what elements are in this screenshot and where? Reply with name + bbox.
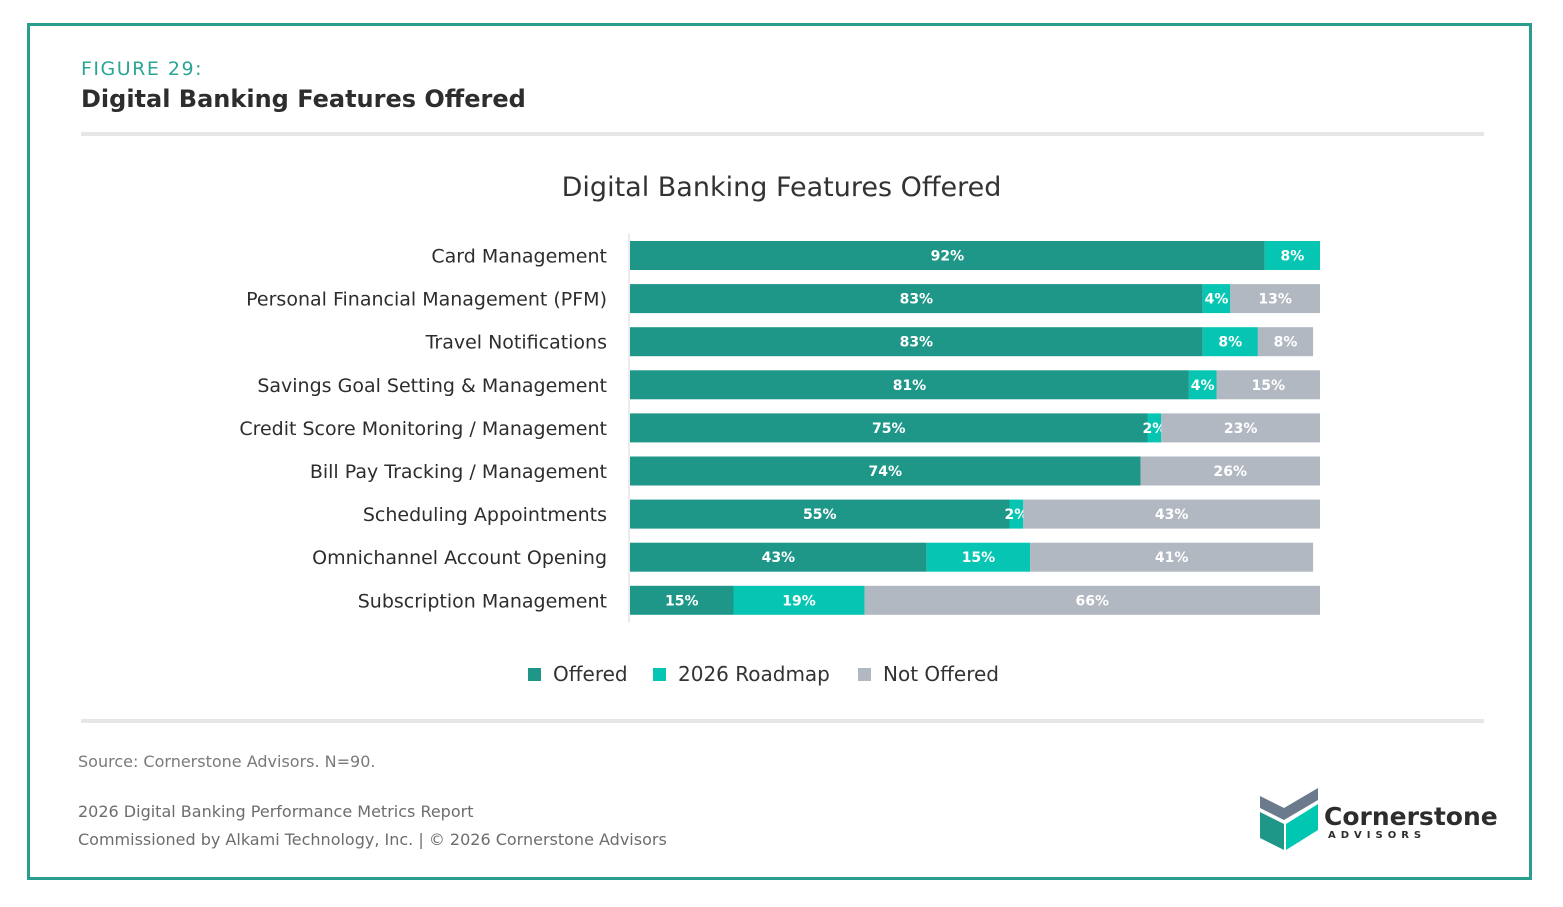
logo-name: Cornerstone <box>1324 802 1498 831</box>
bar-segment <box>630 284 1203 314</box>
legend-label-offered: Offered <box>553 662 628 686</box>
bar-segment <box>1147 413 1162 443</box>
data-label: 83% <box>900 292 934 308</box>
data-label: 75% <box>872 421 906 437</box>
data-label: 66% <box>1076 593 1110 609</box>
data-label: 4% <box>1205 292 1229 308</box>
bar-segment <box>1230 284 1320 314</box>
bar-segment <box>1202 284 1231 314</box>
data-label: 83% <box>900 335 934 351</box>
top-divider <box>81 132 1484 136</box>
category-label: Card Management <box>431 246 607 268</box>
logo-subtitle: ADVISORS <box>1328 830 1427 841</box>
bar-segment <box>1216 370 1320 400</box>
category-label: Omnichannel Account Opening <box>312 547 607 569</box>
bar-segment <box>1264 241 1320 270</box>
legend-swatch-not-offered <box>858 667 871 681</box>
bar-segment <box>630 370 1189 400</box>
bar-segment <box>630 456 1141 486</box>
legend-label-roadmap: 2026 Roadmap <box>678 662 830 686</box>
data-label: 15% <box>962 550 996 566</box>
cornerstone-logo-icon <box>1260 788 1318 850</box>
category-label: Subscription Management <box>358 590 607 612</box>
bar-segment <box>1161 413 1320 443</box>
legend-item-not-offered: Not Offered <box>858 662 999 686</box>
data-label: 2% <box>1005 507 1029 523</box>
commission-note: Commissioned by Alkami Technology, Inc. … <box>78 830 667 849</box>
legend-item-roadmap: 2026 Roadmap <box>653 662 830 686</box>
legend-swatch-offered <box>528 667 541 681</box>
figure-title: Digital Banking Features Offered <box>81 85 526 113</box>
data-label: 8% <box>1218 335 1242 351</box>
category-label: Credit Score Monitoring / Management <box>239 418 607 440</box>
bar-segment <box>1023 499 1320 529</box>
data-label: 41% <box>1155 550 1189 566</box>
data-label: 23% <box>1224 421 1258 437</box>
bar-segment <box>1202 327 1258 357</box>
data-label: 2% <box>1143 421 1167 437</box>
legend-item-offered: Offered <box>528 662 628 686</box>
category-label: Personal Financial Management (PFM) <box>246 289 607 311</box>
legend-swatch-roadmap <box>653 667 666 681</box>
category-label: Bill Pay Tracking / Management <box>310 461 607 483</box>
data-label: 19% <box>782 593 816 609</box>
category-label: Savings Goal Setting & Management <box>257 375 607 397</box>
data-label: 43% <box>762 550 796 566</box>
bar-segment <box>630 585 734 615</box>
data-label: 13% <box>1258 292 1292 308</box>
bar-segment <box>1030 542 1314 572</box>
chart-title: Digital Banking Features Offered <box>561 172 1002 203</box>
bar-segment <box>1140 456 1320 486</box>
bottom-divider <box>81 719 1484 723</box>
bar-segment <box>1188 370 1217 400</box>
data-label: 55% <box>803 507 837 523</box>
bar-segment <box>1009 499 1024 529</box>
figure-label: FIGURE 29: <box>81 58 203 80</box>
bar-segment <box>630 499 1010 529</box>
bar-segment <box>733 585 865 615</box>
bar-segment <box>630 327 1203 357</box>
data-label: 81% <box>893 378 927 394</box>
bar-segment <box>630 413 1148 443</box>
figure-frame <box>27 23 1532 880</box>
source-note: Source: Cornerstone Advisors. N=90. <box>78 752 376 771</box>
bar-segment <box>926 542 1031 572</box>
data-label: 74% <box>869 464 903 480</box>
data-label: 8% <box>1274 335 1298 351</box>
report-name: 2026 Digital Banking Performance Metrics… <box>78 802 474 821</box>
data-label: 15% <box>665 593 699 609</box>
bar-segment <box>630 542 927 572</box>
bar-segment <box>864 585 1320 615</box>
category-label: Travel Notifications <box>425 332 607 354</box>
bar-segment <box>1257 327 1314 357</box>
data-label: 26% <box>1214 464 1248 480</box>
data-label: 8% <box>1281 249 1305 265</box>
cornerstone-logo: Cornerstone ADVISORS <box>1258 786 1498 852</box>
data-label: 43% <box>1155 507 1189 523</box>
category-label: Scheduling Appointments <box>363 504 607 526</box>
data-label: 92% <box>931 249 965 265</box>
chart-legend: Offered 2026 Roadmap Not Offered <box>0 662 1563 690</box>
data-label: 15% <box>1251 378 1285 394</box>
bar-segment <box>630 241 1265 270</box>
data-label: 4% <box>1191 378 1215 394</box>
legend-label-not-offered: Not Offered <box>883 662 1000 686</box>
